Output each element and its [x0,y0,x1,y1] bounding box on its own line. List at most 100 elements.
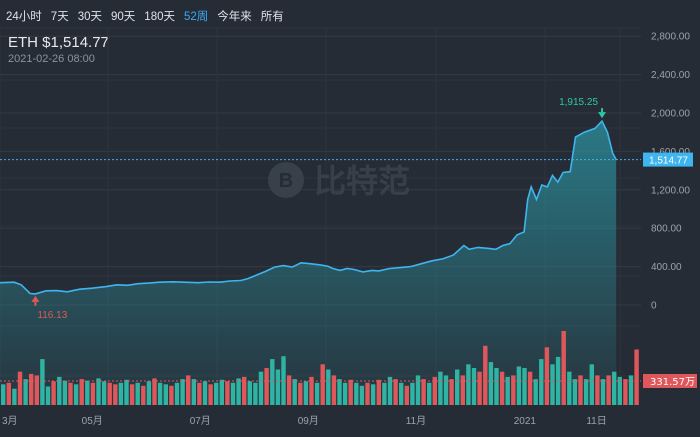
volume-bar [314,382,320,405]
volume-bar [583,379,589,405]
volume-bar [247,381,252,405]
volume-bar [348,379,353,405]
volume-bar [415,375,421,405]
volume-bar [466,364,471,405]
volume-bar [606,375,611,405]
volume-bar [544,347,550,405]
x-tick-label: 09月 [298,415,319,427]
volume-bar [79,379,84,405]
volume-bar [124,379,129,405]
volume-bar [298,382,303,405]
volume-bar [129,384,135,405]
tab-4[interactable]: 180天 [144,11,175,23]
volume-bar [281,356,286,405]
tab-3[interactable]: 90天 [111,11,136,23]
volume-bar [73,384,79,405]
volume-bar [40,359,45,405]
current-volume-label: 331.57万 [650,377,695,388]
timestamp: 2021-02-26 08:00 [8,53,95,65]
volume-bar [561,331,566,405]
volume-bar [107,382,112,405]
volume-bar [404,385,409,405]
timeframe-tabs: 24小时 7天 30天 90天 180天 52周 今年来 所有 [6,6,284,26]
volume-bar [264,368,269,405]
volume-bar [12,388,17,405]
volume-bar [539,359,544,405]
volume-bar [174,382,180,405]
volume-bar [438,371,443,405]
volume-bar [113,384,118,405]
volume-bar [236,378,241,405]
volume-bar [477,371,482,405]
volume-bar [34,375,39,405]
min-arrow [31,295,40,302]
volume-bar [572,379,578,405]
volume-bar [511,375,516,405]
current-price-badge [643,152,693,167]
x-tick-label: 05月 [82,415,103,427]
volume-bar [595,375,600,405]
volume-bar [230,382,236,405]
volume-bar [62,380,68,405]
volume-bar [326,369,331,405]
volume-bar [135,382,140,405]
volume-bar [550,364,555,405]
volume-bar [208,384,213,405]
volume-bar [320,364,325,405]
tab-1[interactable]: 7天 [50,11,69,23]
price-line [0,119,617,295]
volume-bar [628,375,634,405]
max-label: 1,915.25 [559,97,598,108]
volume-bar [270,359,275,405]
volume-bar [600,379,606,405]
volume-bar [382,382,387,405]
y-tick-label: 2,800.00 [651,32,690,43]
volume-bar [214,382,219,405]
x-tick-label: 07月 [190,415,211,427]
y-tick-label: 800.00 [651,224,682,235]
volume-bar [17,371,23,405]
volume-bar [101,381,107,405]
tab-7[interactable]: 所有 [260,11,284,23]
volume-bar [499,371,505,405]
bitcoin-logo-glyph: B [279,170,293,192]
watermark-text: 比特范 [314,162,410,200]
volume-bar [57,376,62,405]
volume-bar [85,380,90,405]
volume-bar [555,356,561,405]
volume-bar [460,375,465,405]
volume-bar [449,379,454,405]
volume-bar [505,376,510,405]
y-tick-label: 400.00 [651,262,682,273]
volume-bar [202,381,208,405]
volume-bar [471,368,477,405]
tab-0[interactable]: 24小时 [6,11,42,23]
bitcoin-logo-icon [268,162,304,198]
current-price-label: 1,514.77 [649,156,688,167]
volume-bar [455,369,460,405]
volume-bar [157,382,163,405]
tab-5[interactable]: 52周 [183,11,209,23]
tab-2[interactable]: 30天 [77,11,102,23]
y-tick-label: 1,600.00 [651,147,690,158]
volume-bar [589,364,594,405]
volume-bar [292,379,297,405]
volume-bar [29,373,34,405]
volume-bar [432,376,437,405]
symbol-price: ETH $1,514.77 [8,34,109,51]
volume-bar [634,349,639,405]
volume-bar [23,379,28,405]
volume-bar [219,379,224,405]
volume-bar [286,375,292,405]
max-arrow [598,112,607,119]
volume-bar [141,385,146,405]
volume-bar [337,379,342,405]
volume-bar [410,382,415,405]
x-tick-label: 2021 [514,416,537,427]
volume-bar [242,376,247,405]
x-tick-label: 11月 [406,415,426,427]
volume-bar [623,379,628,405]
volume-bar [1,384,6,405]
volume-bar [90,382,96,405]
tab-6[interactable]: 今年来 [217,11,252,23]
